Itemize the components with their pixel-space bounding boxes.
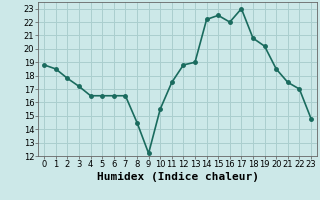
X-axis label: Humidex (Indice chaleur): Humidex (Indice chaleur) [97, 172, 259, 182]
